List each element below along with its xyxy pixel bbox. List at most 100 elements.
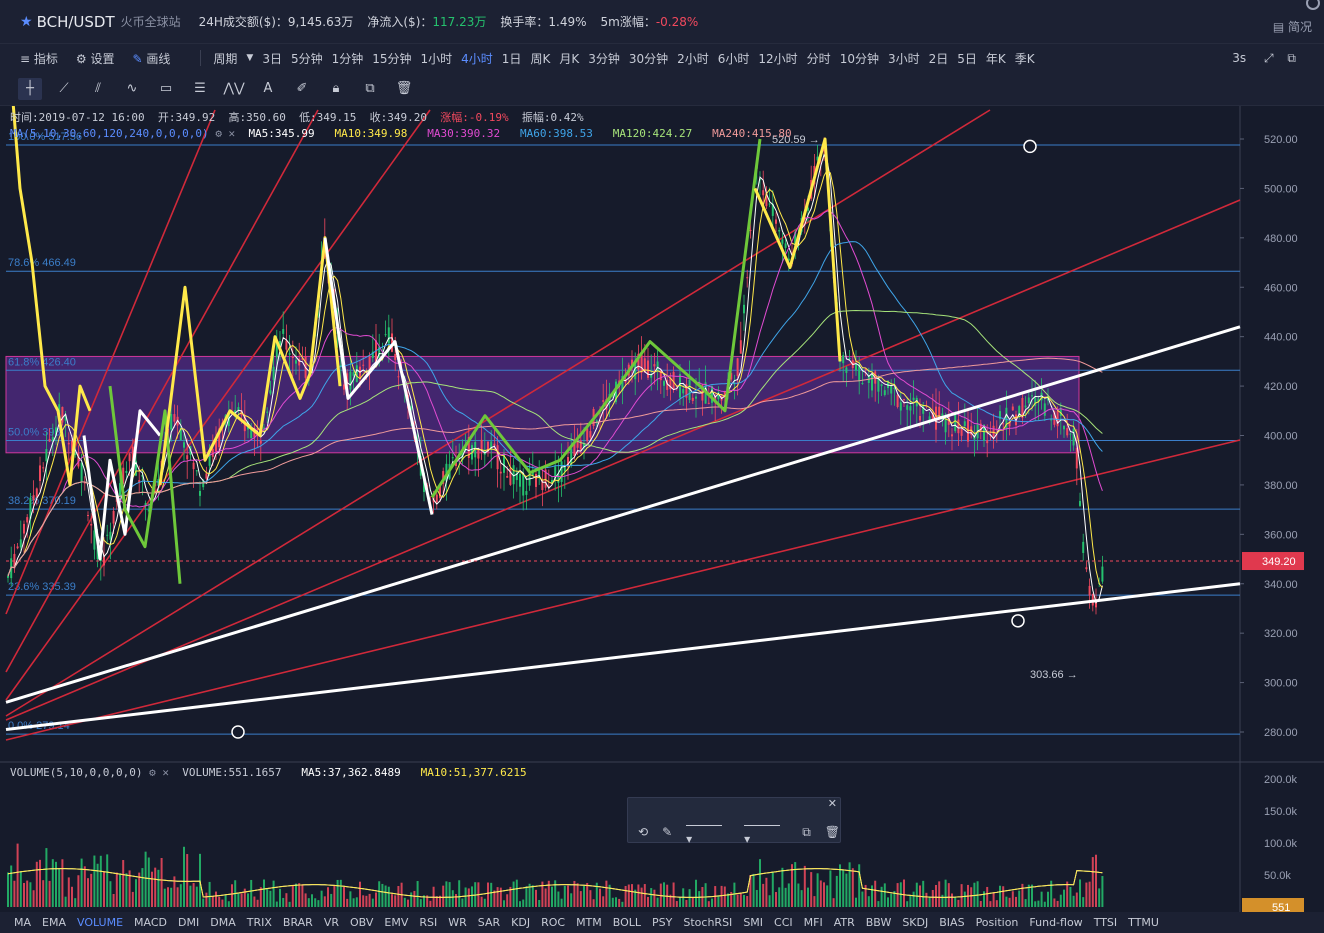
text-icon[interactable]: A xyxy=(263,81,273,96)
period-3[interactable]: 15分钟 xyxy=(372,51,412,66)
indicator-tab-12[interactable]: WR xyxy=(448,916,467,929)
indicator-tab-21[interactable]: CCI xyxy=(774,916,793,929)
indicator-tab-2[interactable]: VOLUME xyxy=(76,916,124,929)
trash-icon[interactable]: 🗑︎ xyxy=(824,825,840,839)
wave-icon[interactable]: ∿ xyxy=(126,81,138,96)
indicator-tab-11[interactable]: RSI xyxy=(419,916,438,929)
pen-icon[interactable]: ✎ xyxy=(662,825,673,839)
candle-body xyxy=(352,372,355,376)
indicator-tab-14[interactable]: KDJ xyxy=(511,916,531,929)
indicator-tab-16[interactable]: MTM xyxy=(576,916,602,929)
search-icon[interactable] xyxy=(1306,0,1320,10)
indicator-tab-4[interactable]: DMI xyxy=(178,916,200,929)
period-9[interactable]: 3分钟 xyxy=(588,51,620,66)
period-19[interactable]: 年K xyxy=(985,51,1006,66)
period-8[interactable]: 月K xyxy=(559,51,580,66)
indicator-tab-8[interactable]: VR xyxy=(323,916,339,929)
period-16[interactable]: 3小时 xyxy=(887,51,920,66)
indicator-tab-30[interactable]: TTMU xyxy=(1128,916,1159,929)
indicator-tab-24[interactable]: BBW xyxy=(865,916,892,929)
settings-icon[interactable]: ⚙ ✕ xyxy=(215,127,242,140)
trash-icon[interactable]: 🗑︎ xyxy=(395,81,413,96)
volume-bar xyxy=(727,893,729,907)
period-6[interactable]: 1日 xyxy=(501,51,522,66)
volume-bar xyxy=(51,859,54,907)
indicator-tab-3[interactable]: MACD xyxy=(134,916,168,929)
period-0[interactable]: 3日 xyxy=(262,51,282,66)
brush-icon[interactable]: ✐ xyxy=(296,81,308,96)
settings-button[interactable]: ⚙ 设置 xyxy=(75,51,115,66)
indicator-button[interactable]: ≡ 指标 xyxy=(20,51,58,66)
indicator-tab-26[interactable]: BIAS xyxy=(939,916,965,929)
period-20[interactable]: 季K xyxy=(1014,51,1035,66)
period-4[interactable]: 1小时 xyxy=(420,51,453,66)
indicator-tab-13[interactable]: SAR xyxy=(477,916,501,929)
indicator-tab-1[interactable]: EMA xyxy=(42,916,66,929)
indicator-tab-29[interactable]: TTSI xyxy=(1093,916,1118,929)
pair-title[interactable]: BCH/USDT xyxy=(36,12,115,31)
channel-icon[interactable]: ⫽ xyxy=(95,81,101,96)
high-annotation: 520.59 → xyxy=(772,134,820,146)
candle-body xyxy=(525,491,528,495)
indicator-tab-23[interactable]: ATR xyxy=(833,916,855,929)
indicator-tab-20[interactable]: SMI xyxy=(743,916,764,929)
color-fill-icon[interactable]: ⟲ xyxy=(638,825,649,839)
close-icon[interactable]: ✕ xyxy=(827,797,837,810)
draw-button[interactable]: ✎ 画线 xyxy=(132,51,171,66)
volume-bar xyxy=(272,880,275,907)
fib-label: 50.0% 398 xyxy=(8,426,61,438)
candle-body xyxy=(557,473,560,483)
volume-bar xyxy=(992,893,995,907)
period-18[interactable]: 5日 xyxy=(957,51,977,66)
line-width-select[interactable]: ▾ xyxy=(744,818,788,846)
period-dropdown-icon[interactable]: ▼ xyxy=(246,53,254,63)
indicator-tab-25[interactable]: SKDJ xyxy=(902,916,929,929)
period-11[interactable]: 2小时 xyxy=(677,51,709,66)
pattern-icon[interactable]: ⋀⋁ xyxy=(223,81,245,96)
indicator-tab-27[interactable]: Position xyxy=(975,916,1019,929)
copy-icon[interactable]: ⧉ xyxy=(365,81,375,96)
simplified-button[interactable]: ▤ 简况 xyxy=(1272,20,1312,34)
indicator-tab-7[interactable]: BRAR xyxy=(282,916,313,929)
refresh-interval[interactable]: 3s xyxy=(1232,50,1247,65)
fullscreen-icon[interactable]: ⤢ xyxy=(1263,50,1274,65)
period-5[interactable]: 4小时 xyxy=(461,51,493,66)
period-10[interactable]: 30分钟 xyxy=(628,51,669,66)
line-style-select[interactable]: ▾ xyxy=(686,818,730,846)
period-2[interactable]: 1分钟 xyxy=(331,51,364,66)
fibonacci-icon[interactable]: ☰ xyxy=(194,81,206,96)
indicator-tab-0[interactable]: MA xyxy=(14,916,32,929)
indicator-tab-15[interactable]: ROC xyxy=(541,916,566,929)
period-7[interactable]: 周K xyxy=(530,51,551,66)
indicator-tab-5[interactable]: DMA xyxy=(210,916,236,929)
indicator-tab-10[interactable]: EMV xyxy=(384,916,409,929)
volume-bar xyxy=(480,896,483,907)
period-12[interactable]: 6小时 xyxy=(717,51,750,66)
indicator-tab-9[interactable]: OBV xyxy=(350,916,374,929)
favorite-star-icon[interactable]: ★ xyxy=(20,13,33,30)
wave-line xyxy=(108,385,182,584)
settings-icon[interactable]: ⚙ ✕ xyxy=(149,766,176,779)
copy-icon[interactable]: ⧉ xyxy=(802,824,811,839)
indicator-tab-18[interactable]: PSY xyxy=(652,916,673,929)
ma30-line xyxy=(7,210,1103,577)
period-15[interactable]: 10分钟 xyxy=(839,51,879,66)
period-17[interactable]: 2日 xyxy=(928,51,949,66)
rectangle-icon[interactable]: ▭ xyxy=(159,81,173,96)
volume-bar xyxy=(1018,890,1021,907)
indicator-tab-22[interactable]: MFI xyxy=(803,916,823,929)
indicator-tab-17[interactable]: BOLL xyxy=(612,916,642,929)
volume-bar xyxy=(723,886,726,907)
indicator-tab-28[interactable]: Fund-flow xyxy=(1029,916,1083,929)
trend-handle xyxy=(1023,139,1037,154)
trend-line-icon[interactable]: ⟋ xyxy=(59,81,69,96)
indicator-tab-19[interactable]: StochRSI xyxy=(683,916,733,929)
crosshair-icon[interactable]: ┼ xyxy=(18,77,42,100)
period-13[interactable]: 12小时 xyxy=(758,51,798,66)
lock-icon[interactable]: 🔒︎ xyxy=(332,81,340,96)
indicator-tab-6[interactable]: TRIX xyxy=(246,916,272,929)
popout-icon[interactable]: ⧉ xyxy=(1287,50,1296,65)
period-14[interactable]: 分时 xyxy=(806,51,831,66)
period-1[interactable]: 5分钟 xyxy=(290,51,323,66)
